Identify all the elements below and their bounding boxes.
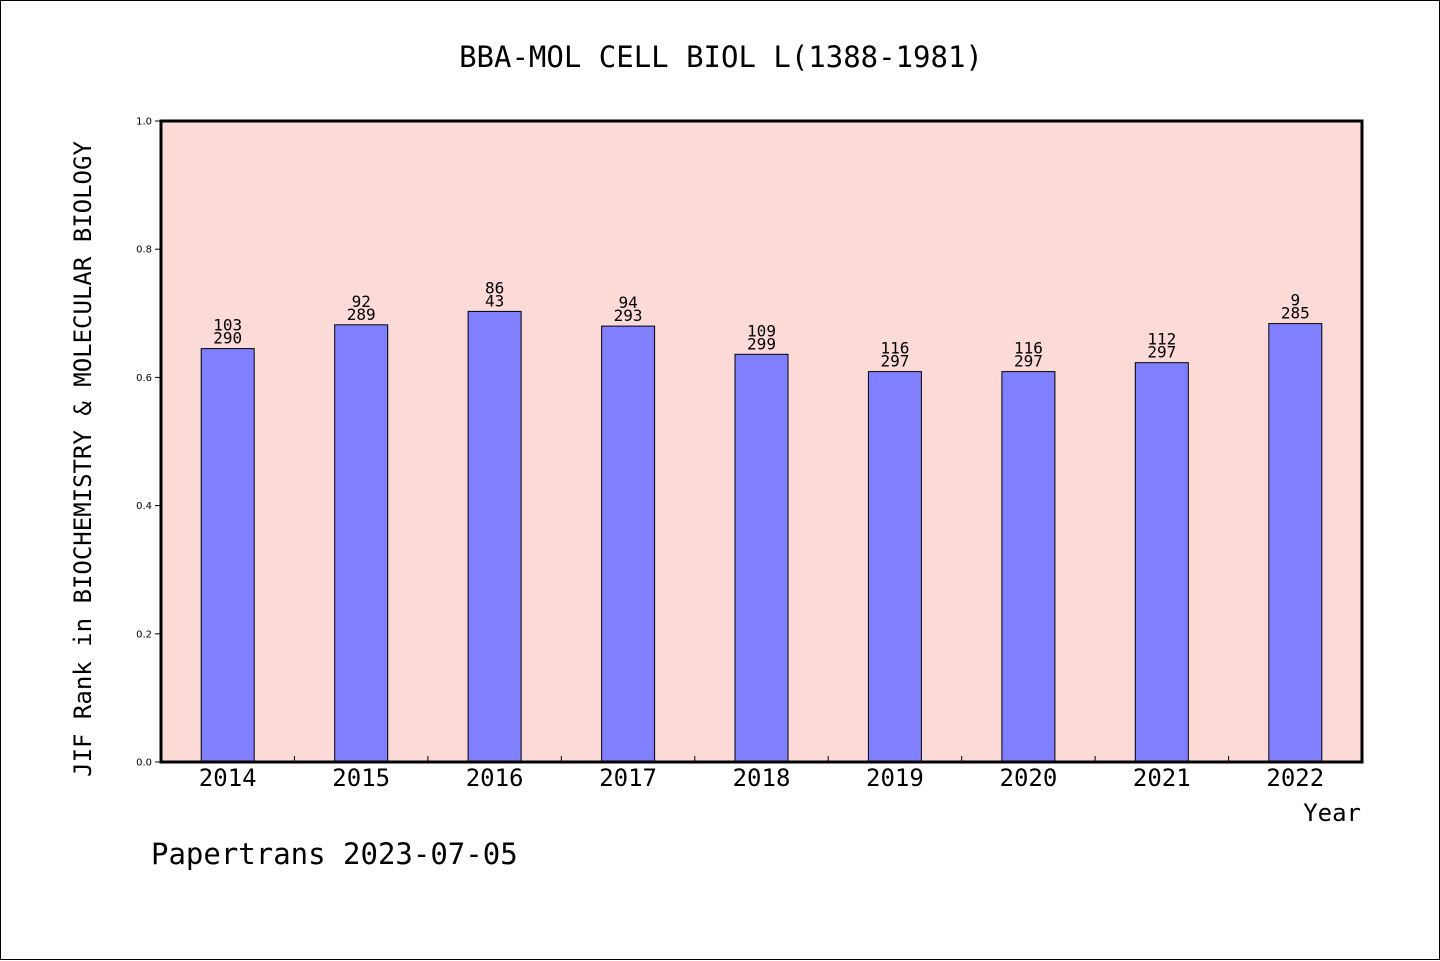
rank-label-2015: 92 [352, 292, 371, 311]
x-tick-label-2018: 2018 [733, 764, 791, 792]
x-tick-label-2020: 2020 [1000, 764, 1058, 792]
x-axis-label: Year [1303, 799, 1361, 827]
total-label-2017: 293 [614, 306, 643, 325]
bar-2015 [334, 324, 389, 763]
bar-2022 [1268, 323, 1323, 763]
rank-label-2020: 116 [1014, 339, 1043, 358]
chart-title: BBA-MOL CELL BIOL L(1388-1981) [459, 40, 983, 74]
total-label-2014: 290 [213, 329, 242, 348]
x-tick-label-2015: 2015 [332, 764, 390, 792]
bar-2018 [734, 353, 789, 763]
y-tick-label-1.0: 1.0 [136, 117, 152, 128]
x-tick-label-2021: 2021 [1133, 764, 1191, 792]
rank-label-2017: 94 [618, 293, 637, 312]
bar-2020 [1001, 371, 1056, 763]
y-tick-label-0.2: 0.2 [136, 629, 152, 640]
x-tick-label-2019: 2019 [866, 764, 924, 792]
bar-2019 [867, 371, 922, 763]
y-tick-label-0.0: 0.0 [136, 758, 152, 769]
rank-label-2016: 86 [485, 278, 504, 297]
total-label-2015: 289 [347, 305, 376, 324]
rank-label-2019: 116 [880, 339, 909, 358]
bars-layer [200, 310, 1323, 763]
x-tick-label-2017: 2017 [599, 764, 657, 792]
x-axis: 2014 2015 2016 2017 2018 2019 2020 2021 2022 [199, 756, 1324, 792]
total-label-2019: 297 [880, 352, 909, 371]
y-tick-label-0.6: 0.6 [136, 373, 152, 384]
y-axis-label: JIF Rank in BIOCHEMISTRY & MOLECULAR BIO… [69, 141, 97, 777]
x-tick-label-2014: 2014 [199, 764, 257, 792]
total-label-2018: 299 [747, 334, 776, 353]
rank-label-2022: 9 [1290, 291, 1300, 310]
total-label-2020: 297 [1014, 352, 1043, 371]
plot-border [159, 119, 1364, 764]
rank-label-2014: 103 [213, 316, 242, 335]
bar-2014 [200, 348, 255, 763]
rank-label-2021: 112 [1147, 330, 1176, 349]
bar-2016 [467, 310, 522, 763]
y-tick-label-0.8: 0.8 [136, 245, 152, 256]
y-tick-label-0.4: 0.4 [136, 501, 152, 512]
rank-label-2018: 109 [747, 321, 776, 340]
x-tick-label-2022: 2022 [1266, 764, 1324, 792]
y-axis: 0.0 0.2 0.4 0.6 0.8 1.0 [136, 117, 161, 769]
total-label-2016: 43 [485, 291, 504, 310]
x-tick-label-2016: 2016 [466, 764, 524, 792]
bar-2017 [601, 325, 656, 763]
bar-2021 [1134, 362, 1189, 763]
footer-credit: Papertrans 2023-07-05 [151, 837, 518, 871]
total-label-2021: 297 [1147, 343, 1176, 362]
total-label-2022: 285 [1281, 304, 1310, 323]
